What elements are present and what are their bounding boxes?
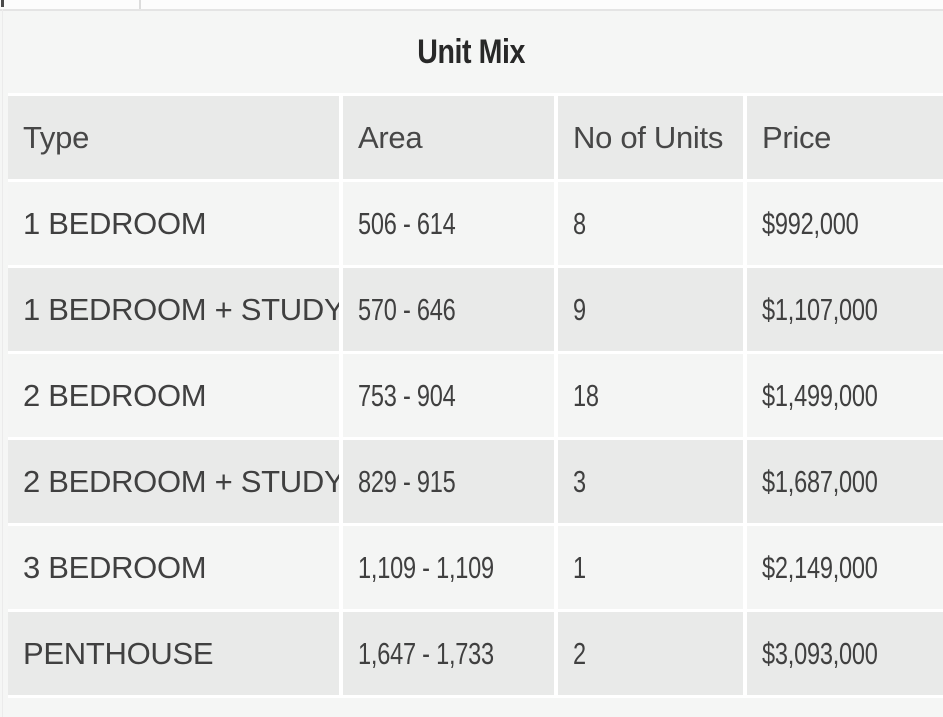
- cell-area: 753 - 904: [343, 354, 554, 437]
- price-value: $3,093,000: [762, 635, 878, 671]
- price-value: $1,687,000: [762, 463, 878, 499]
- cell-price: $1,499,000: [747, 354, 943, 437]
- cell-units: 18: [558, 354, 743, 437]
- unit-count-value: 18: [573, 377, 599, 413]
- top-column-divider-line: [139, 0, 141, 9]
- unit-type-value: PENTHOUSE: [23, 635, 214, 671]
- unit-type-value: 1 BEDROOM + STUDY: [23, 291, 339, 327]
- cell-area: 829 - 915: [343, 440, 554, 523]
- column-header-units: No of Units: [558, 96, 743, 179]
- unit-count-value: 1: [573, 549, 586, 585]
- cell-type: 2 BEDROOM: [8, 354, 339, 437]
- cell-units: 2: [558, 612, 743, 695]
- column-header-price-label: Price: [762, 119, 832, 155]
- cell-type: 1 BEDROOM + STUDY: [8, 268, 339, 351]
- area-range-value: 506 - 614: [358, 205, 456, 241]
- cell-type: 3 BEDROOM: [8, 526, 339, 609]
- area-range-value: 753 - 904: [358, 377, 456, 413]
- price-value: $1,107,000: [762, 291, 878, 327]
- cell-units: 1: [558, 526, 743, 609]
- column-header-price: Price: [747, 96, 943, 179]
- area-range-value: 829 - 915: [358, 463, 456, 499]
- unit-count-value: 9: [573, 291, 586, 327]
- cell-type: 1 BEDROOM: [8, 182, 339, 265]
- cell-area: 1,647 - 1,733: [343, 612, 554, 695]
- top-left-artifact: [1, 0, 4, 7]
- cell-price: $1,687,000: [747, 440, 943, 523]
- column-header-type-label: Type: [23, 119, 90, 155]
- page-title: Unit Mix: [417, 32, 526, 71]
- column-header-area: Area: [343, 96, 554, 179]
- column-header-area-label: Area: [358, 119, 423, 155]
- cell-price: $1,107,000: [747, 268, 943, 351]
- price-value: $2,149,000: [762, 549, 878, 585]
- price-value: $1,499,000: [762, 377, 878, 413]
- unit-type-value: 2 BEDROOM + STUDY: [23, 463, 339, 499]
- column-header-type: Type: [8, 96, 339, 179]
- cell-area: 570 - 646: [343, 268, 554, 351]
- area-range-value: 1,109 - 1,109: [358, 549, 494, 585]
- column-header-units-label: No of Units: [573, 119, 724, 155]
- cell-price: $992,000: [747, 182, 943, 265]
- cropped-top-edge: [0, 0, 943, 11]
- unit-type-value: 1 BEDROOM: [23, 205, 207, 241]
- cell-units: 8: [558, 182, 743, 265]
- unit-count-value: 2: [573, 635, 586, 671]
- cell-price: $3,093,000: [747, 612, 943, 695]
- unit-mix-table: Type Area No of Units Price 1 BEDROOM 50…: [8, 93, 943, 698]
- cell-type: 2 BEDROOM + STUDY: [8, 440, 339, 523]
- cell-units: 9: [558, 268, 743, 351]
- area-range-value: 1,647 - 1,733: [358, 635, 494, 671]
- unit-type-value: 3 BEDROOM: [23, 549, 207, 585]
- title-band: Unit Mix: [0, 11, 943, 93]
- cell-price: $2,149,000: [747, 526, 943, 609]
- cell-area: 1,109 - 1,109: [343, 526, 554, 609]
- cell-area: 506 - 614: [343, 182, 554, 265]
- cell-type: PENTHOUSE: [8, 612, 339, 695]
- cell-units: 3: [558, 440, 743, 523]
- unit-type-value: 2 BEDROOM: [23, 377, 207, 413]
- price-value: $992,000: [762, 205, 859, 241]
- unit-count-value: 8: [573, 205, 586, 241]
- left-edge-border: [2, 9, 3, 717]
- area-range-value: 570 - 646: [358, 291, 456, 327]
- unit-count-value: 3: [573, 463, 586, 499]
